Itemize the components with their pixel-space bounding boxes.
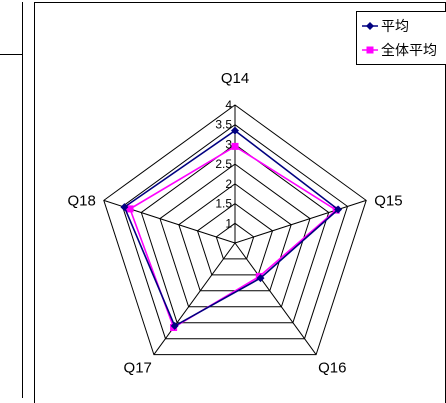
- legend-label-overall-average: 全体平均: [381, 42, 437, 58]
- series-line-overall-average: [129, 145, 338, 329]
- grid-ring-1-5: [196, 202, 274, 276]
- legend-label-average: 平均: [381, 18, 409, 34]
- data-point-average-q17: [170, 321, 179, 330]
- data-point-average-q14: [231, 126, 239, 135]
- tick-label-1: 1: [225, 216, 232, 230]
- data-point-average-q18: [120, 203, 129, 212]
- adjacent-chart-fragment: [0, 2, 24, 398]
- tick-label-2: 2: [225, 177, 232, 191]
- category-label-q18: Q18: [67, 192, 95, 209]
- grid-ring-4: [103, 104, 367, 356]
- grid-ring-1: [215, 222, 255, 260]
- grid-ring-3: [140, 143, 330, 324]
- legend-item-average: 平均: [361, 15, 409, 37]
- data-point-average-q16: [256, 274, 265, 283]
- chart-legend: 平均 全体平均: [356, 11, 446, 65]
- series-line-average: [123, 129, 340, 328]
- data-point-overall-average-q14: [231, 142, 239, 150]
- tick-label-3: 3: [225, 137, 232, 151]
- axis-spoke-q16: [234, 242, 317, 355]
- tick-label-3-5: 3.5: [215, 118, 232, 132]
- square-marker-icon: [362, 46, 378, 54]
- diamond-marker-icon: [362, 22, 378, 30]
- category-label-q17: Q17: [124, 360, 152, 377]
- category-label-q14: Q14: [221, 70, 249, 87]
- adjacent-chart-border: [22, 54, 23, 398]
- category-label-q16: Q16: [318, 360, 346, 377]
- tick-label-1-5: 1.5: [215, 197, 232, 211]
- axis-spoke-q15: [234, 199, 367, 244]
- tick-label-2-5: 2.5: [215, 157, 232, 171]
- grid-ring-3-5: [121, 124, 349, 340]
- data-point-overall-average-q18: [126, 205, 134, 213]
- category-label-q15: Q15: [374, 192, 402, 209]
- grid-ring-2-5: [159, 163, 311, 308]
- radar-chart: 1 1.5 2 2.5 3 3.5 4 Q14 Q15 Q16 Q17 Q18: [67, 70, 402, 377]
- radar-chart-frame: 1 1.5 2 2.5 3 3.5 4 Q14 Q15 Q16 Q17 Q18 平均 全体平均: [34, 2, 446, 403]
- tick-label-4: 4: [225, 98, 232, 112]
- data-point-average-q15: [334, 205, 343, 214]
- axis-spoke-q17: [153, 242, 236, 355]
- legend-item-overall-average: 全体平均: [361, 39, 437, 61]
- adjacent-chart-legend-edge: [0, 2, 23, 55]
